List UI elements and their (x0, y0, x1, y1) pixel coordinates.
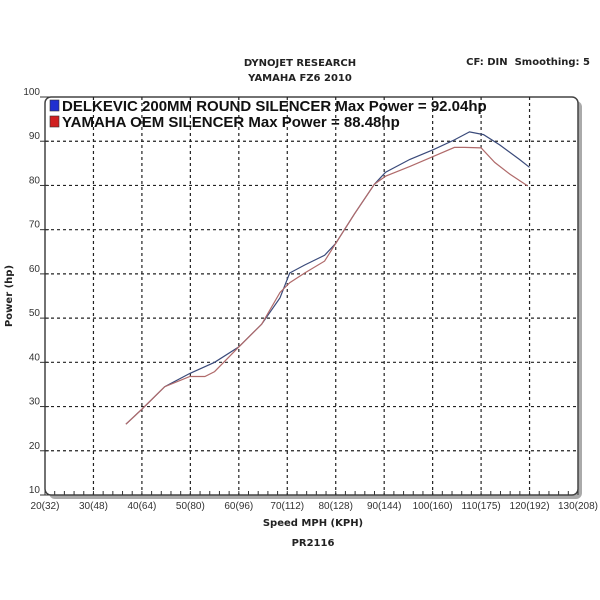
grid (45, 97, 578, 495)
y-tick-label: 50 (29, 308, 41, 319)
y-tick-label: 10 (29, 485, 41, 496)
x-tick-label: 110(175) (461, 501, 500, 512)
plot-frame (44, 96, 579, 496)
x-tick-label: 120(192) (510, 501, 550, 512)
chart-info: CF: DIN Smoothing: 5 (466, 57, 590, 68)
x-tick-label: 80(128) (318, 501, 352, 512)
legend-label-oem: YAMAHA OEM SILENCER Max Power = 88.48hp (62, 114, 400, 131)
y-tick-label: 60 (29, 264, 41, 275)
x-tick-label: 30(48) (79, 501, 108, 512)
series-lines (125, 131, 530, 425)
x-tick-label: 50(80) (176, 501, 205, 512)
x-tick-label: 70(112) (270, 501, 304, 512)
y-axis-label: Power (hp) (4, 265, 15, 327)
legend-swatch-oem (49, 115, 60, 128)
legend-swatch-delkevic (49, 99, 60, 112)
y-ticks: 10 20 30 40 50 60 70 80 90 100 (23, 87, 49, 496)
run-id: PR2116 (292, 538, 335, 549)
series-line-oem (125, 146, 528, 425)
x-tick-label: 40(64) (127, 501, 156, 512)
y-tick-label: 30 (29, 397, 41, 408)
y-tick-label: 80 (29, 175, 41, 186)
chart-title: DYNOJET RESEARCH (244, 58, 356, 69)
y-tick-label: 90 (29, 131, 41, 142)
x-ticks: 20(32) 30(48) 40(64) 50(80) 60(96) 70(112) 80(… (31, 491, 598, 512)
y-tick-label: 20 (29, 441, 41, 452)
y-tick-label: 40 (29, 352, 41, 363)
x-tick-label: 130(208) (558, 501, 598, 512)
legend-label-delkevic: DELKEVIC 200MM ROUND SILENCER Max Power … (62, 98, 487, 115)
x-tick-label: 90(144) (367, 501, 401, 512)
x-axis-label: Speed MPH (KPH) (263, 518, 363, 529)
chart-subtitle: YAMAHA FZ6 2010 (247, 73, 352, 84)
y-tick-label: 70 (29, 220, 41, 231)
y-tick-label: 100 (23, 87, 40, 98)
x-tick-label: 100(160) (413, 501, 453, 512)
x-tick-label: 60(96) (224, 501, 253, 512)
x-tick-label: 20(32) (31, 501, 60, 512)
